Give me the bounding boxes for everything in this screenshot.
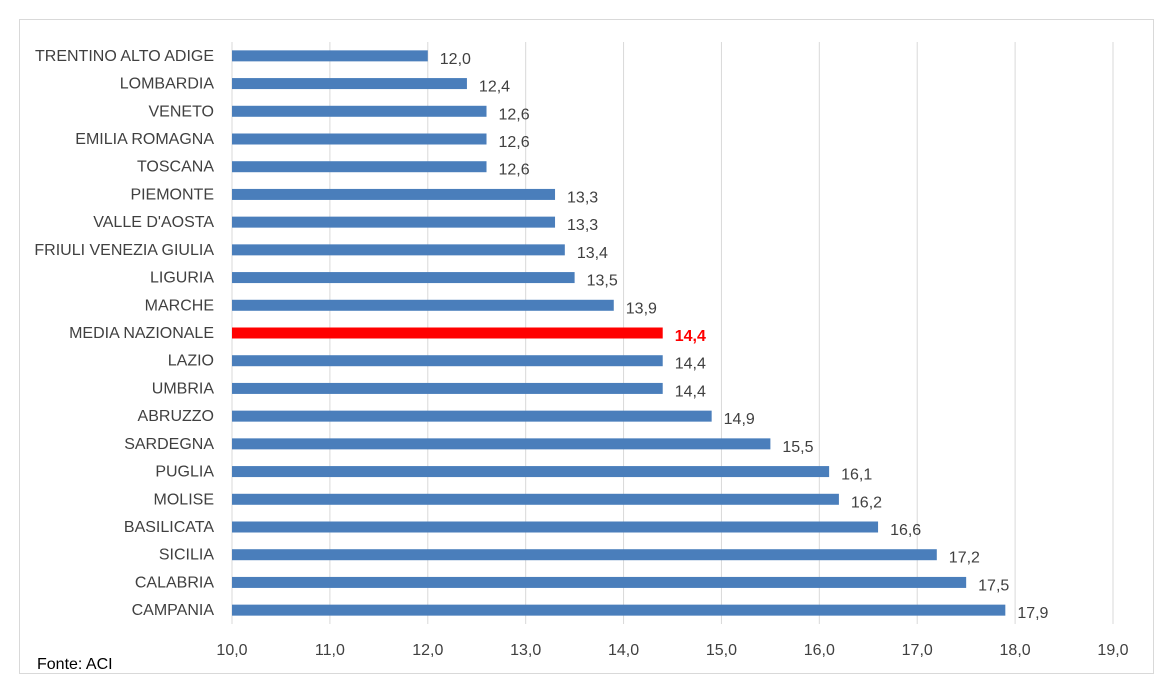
x-tick-label: 10,0 <box>216 642 247 659</box>
data-label: 15,5 <box>782 439 813 456</box>
bar <box>232 604 1006 616</box>
data-label: 13,3 <box>567 189 598 206</box>
x-tick-label: 16,0 <box>804 642 835 659</box>
category-label: VALLE D'AOSTA <box>93 214 214 231</box>
category-label: MARCHE <box>145 297 214 314</box>
x-tick-label: 11,0 <box>315 642 345 659</box>
bar <box>232 78 467 90</box>
data-label: 13,5 <box>587 273 618 290</box>
category-label: PIEMONTE <box>130 186 214 203</box>
category-label: MOLISE <box>154 491 214 508</box>
data-label: 14,4 <box>675 356 706 373</box>
x-tick-label: 12,0 <box>412 642 443 659</box>
bar <box>232 549 937 561</box>
bar <box>232 438 771 450</box>
x-tick-label: 19,0 <box>1097 642 1128 659</box>
x-tick-label: 17,0 <box>902 642 933 659</box>
bar <box>232 105 487 117</box>
bar <box>232 466 830 478</box>
data-label: 16,1 <box>841 467 872 484</box>
bar <box>232 161 487 173</box>
bar <box>232 272 575 284</box>
bar <box>232 355 663 367</box>
data-label: 12,0 <box>440 51 471 68</box>
category-label: TRENTINO ALTO ADIGE <box>35 48 214 65</box>
category-label: SICILIA <box>159 547 214 564</box>
category-label: EMILIA ROMAGNA <box>75 131 214 148</box>
data-label: 17,9 <box>1017 605 1048 622</box>
category-label: LOMBARDIA <box>120 76 215 93</box>
bar <box>232 382 663 394</box>
x-tick-label: 18,0 <box>1000 642 1031 659</box>
category-label: SARDEGNA <box>124 436 214 453</box>
category-label: MEDIA NAZIONALE <box>69 325 214 342</box>
category-label: VENETO <box>149 103 215 120</box>
data-label: 14,4 <box>675 328 706 345</box>
bar <box>232 50 428 62</box>
data-label: 13,4 <box>577 245 608 262</box>
data-label: 14,9 <box>724 411 755 428</box>
bar <box>232 410 712 422</box>
category-label: UMBRIA <box>152 380 215 397</box>
category-label: ABRUZZO <box>138 408 214 425</box>
data-label: 13,3 <box>567 217 598 234</box>
bar <box>232 133 487 145</box>
category-label: TOSCANA <box>137 159 214 176</box>
data-label: 12,6 <box>499 134 530 151</box>
bar <box>232 521 879 533</box>
bar <box>232 244 565 256</box>
data-label: 14,4 <box>675 383 706 400</box>
category-label: CAMPANIA <box>132 602 215 619</box>
category-label: FRIULI VENEZIA GIULIA <box>34 242 214 259</box>
category-label: BASILICATA <box>124 519 214 536</box>
data-label: 17,2 <box>949 550 980 567</box>
bar <box>232 576 967 588</box>
chart-frame <box>19 19 1154 674</box>
bar <box>232 216 556 228</box>
source-note: Fonte: ACI <box>37 656 113 673</box>
category-label: PUGLIA <box>155 464 214 481</box>
category-label: CALABRIA <box>135 574 214 591</box>
bar <box>232 188 556 200</box>
data-label: 12,4 <box>479 79 510 96</box>
x-tick-label: 13,0 <box>510 642 541 659</box>
data-label: 12,6 <box>499 106 530 123</box>
bar <box>232 493 839 505</box>
data-label: 12,6 <box>499 162 530 179</box>
category-label: LIGURIA <box>150 270 214 287</box>
data-label: 13,9 <box>626 300 657 317</box>
data-label: 16,6 <box>890 522 921 539</box>
data-label: 17,5 <box>978 577 1009 594</box>
x-tick-label: 15,0 <box>706 642 737 659</box>
data-label: 16,2 <box>851 494 882 511</box>
bar <box>232 327 663 339</box>
category-label: LAZIO <box>168 353 214 370</box>
bar <box>232 299 614 311</box>
x-tick-label: 14,0 <box>608 642 639 659</box>
